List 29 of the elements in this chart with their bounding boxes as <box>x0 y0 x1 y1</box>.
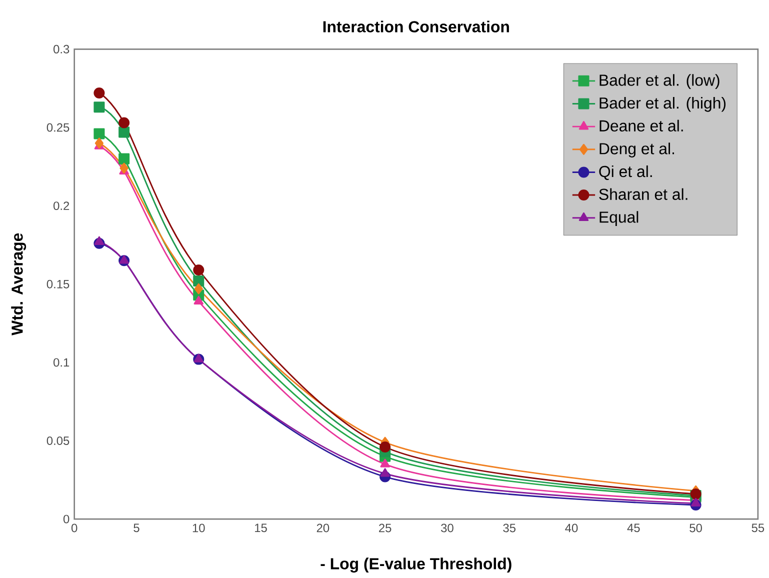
legend-label: Bader et al. (high) <box>600 96 726 112</box>
x-tick-label: 20 <box>316 524 330 532</box>
x-tick-label: 50 <box>690 524 702 532</box>
y-tick-label: 0.2 <box>54 201 70 210</box>
legend-label: Deng et al. <box>600 142 674 158</box>
x-tick-label: 55 <box>752 524 764 532</box>
legend-label: Bader et al. (low) <box>600 74 720 89</box>
x-tick-label: 0 <box>71 524 78 532</box>
x-tick-label: 30 <box>441 524 454 532</box>
x-tick-label: 45 <box>627 524 640 532</box>
x-tick-label: 25 <box>379 524 392 532</box>
y-tick-label: 0.05 <box>46 436 70 445</box>
x-tick-label: 40 <box>565 524 578 532</box>
legend-label: Qi et al. <box>599 165 652 180</box>
legend-label: Sharan et al. <box>599 188 688 200</box>
y-axis-title: Wtd. Average <box>11 233 26 336</box>
x-tick-label: 15 <box>255 524 267 532</box>
x-axis-title: - Log (E-value Threshold) <box>320 557 512 572</box>
legend-label: Equal <box>600 210 638 226</box>
y-tick-label: 0.1 <box>54 358 70 366</box>
y-tick-label: 0.3 <box>54 44 70 54</box>
x-tick-label: 35 <box>503 524 516 532</box>
x-tick-label: 5 <box>134 524 140 532</box>
y-tick-label: 0 <box>63 514 70 524</box>
y-tick-label: 0.15 <box>46 280 70 288</box>
y-tick-label: 0.25 <box>46 123 70 132</box>
legend-label: Deane et al. <box>600 120 683 132</box>
x-tick-label: 10 <box>192 524 205 532</box>
chart-title: Interaction Conservation <box>323 20 509 32</box>
